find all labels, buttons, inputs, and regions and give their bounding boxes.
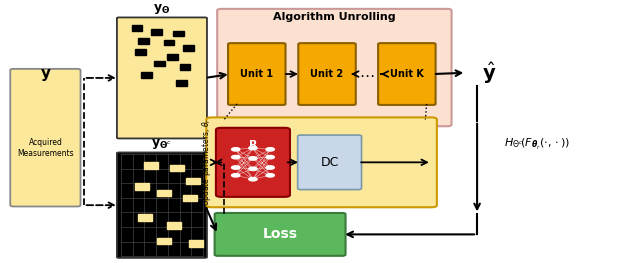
Text: $\mathbf{y}$: $\mathbf{y}$ (40, 67, 51, 83)
Circle shape (232, 174, 240, 177)
Bar (157, 238, 172, 244)
Bar (186, 178, 200, 184)
Bar (154, 60, 165, 66)
Circle shape (232, 148, 240, 151)
FancyBboxPatch shape (216, 128, 290, 197)
Circle shape (249, 167, 257, 170)
Circle shape (249, 178, 257, 181)
Bar (138, 38, 149, 44)
Bar (189, 240, 203, 247)
Circle shape (232, 155, 240, 159)
FancyBboxPatch shape (117, 17, 207, 138)
Text: $\mathbf{y}_{\boldsymbol{\Theta}^c}$: $\mathbf{y}_{\boldsymbol{\Theta}^c}$ (151, 137, 172, 151)
Text: Unit 2: Unit 2 (0, 262, 1, 263)
Circle shape (266, 148, 275, 151)
Text: DC: DC (321, 156, 339, 169)
FancyBboxPatch shape (117, 153, 207, 258)
FancyBboxPatch shape (298, 135, 362, 190)
Circle shape (249, 157, 257, 160)
Bar (138, 214, 152, 221)
Text: Unit 1: Unit 1 (0, 262, 1, 263)
Text: $\cdots$: $\cdots$ (359, 67, 374, 82)
FancyBboxPatch shape (214, 213, 346, 256)
Bar (167, 54, 177, 60)
Text: Unit 2: Unit 2 (310, 69, 344, 79)
Bar (141, 72, 152, 78)
Bar (157, 190, 172, 196)
Circle shape (232, 166, 240, 169)
Bar (179, 64, 190, 70)
Text: Loss: Loss (262, 227, 298, 241)
FancyBboxPatch shape (378, 43, 436, 105)
Circle shape (249, 146, 257, 150)
Bar (135, 49, 146, 54)
FancyBboxPatch shape (217, 9, 452, 126)
Text: Update parameters, $\theta_r$: Update parameters, $\theta_r$ (200, 118, 213, 206)
Text: Acquired
Measurements: Acquired Measurements (17, 138, 74, 158)
Text: $H_{\Theta^c}\!\left(F_{\boldsymbol{\theta}_r}(\cdot,\cdot)\right)$: $H_{\Theta^c}\!\left(F_{\boldsymbol{\the… (504, 136, 570, 152)
Bar (170, 165, 184, 171)
Text: Algorithm Unrolling: Algorithm Unrolling (273, 12, 396, 22)
Bar (176, 80, 187, 86)
FancyBboxPatch shape (298, 43, 356, 105)
Bar (132, 26, 143, 31)
Circle shape (266, 155, 275, 159)
Text: $\mathbf{y}_{\boldsymbol{\Theta}}$: $\mathbf{y}_{\boldsymbol{\Theta}}$ (153, 2, 170, 16)
Bar (164, 40, 174, 45)
Bar (173, 31, 184, 36)
Text: Unit 1: Unit 1 (240, 69, 273, 79)
Bar (145, 162, 159, 169)
Text: Unit K: Unit K (390, 69, 424, 79)
Text: R: R (249, 140, 257, 150)
FancyBboxPatch shape (10, 69, 81, 206)
Bar (151, 29, 162, 35)
Bar (182, 195, 196, 201)
Circle shape (266, 166, 275, 169)
FancyBboxPatch shape (228, 43, 285, 105)
FancyBboxPatch shape (206, 117, 437, 207)
Bar (182, 45, 193, 51)
Circle shape (266, 174, 275, 177)
Text: $\hat{\mathbf{y}}$: $\hat{\mathbf{y}}$ (482, 60, 497, 86)
Text: Unit K: Unit K (0, 262, 1, 263)
Bar (135, 183, 149, 190)
Bar (167, 222, 180, 229)
